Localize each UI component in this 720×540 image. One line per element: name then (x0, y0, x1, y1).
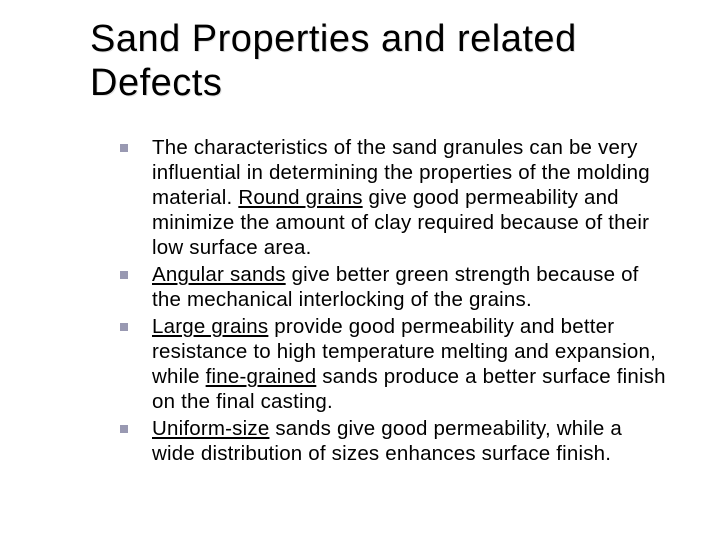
slide-container: Sand Properties and related Defects The … (0, 0, 720, 498)
underlined-term: Round grains (238, 186, 362, 209)
list-item: Uniform-size sands give good permeabilit… (120, 416, 670, 466)
slide-content: The characteristics of the sand granules… (90, 135, 670, 466)
slide-title: Sand Properties and related Defects (90, 18, 670, 105)
underlined-term: Large grains (152, 315, 268, 338)
bullet-icon (120, 271, 128, 279)
bullet-text: Uniform-size sands give good permeabilit… (152, 416, 670, 466)
bullet-icon (120, 425, 128, 433)
bullet-text: Angular sands give better green strength… (152, 262, 670, 312)
underlined-term: fine-grained (206, 365, 317, 388)
bullet-text: Large grains provide good permeability a… (152, 314, 670, 414)
bullet-icon (120, 144, 128, 152)
bullet-icon (120, 323, 128, 331)
underlined-term: Angular sands (152, 263, 286, 286)
list-item: The characteristics of the sand granules… (120, 135, 670, 260)
underlined-term: Uniform-size (152, 417, 269, 440)
list-item: Angular sands give better green strength… (120, 262, 670, 312)
list-item: Large grains provide good permeability a… (120, 314, 670, 414)
bullet-text: The characteristics of the sand granules… (152, 135, 670, 260)
